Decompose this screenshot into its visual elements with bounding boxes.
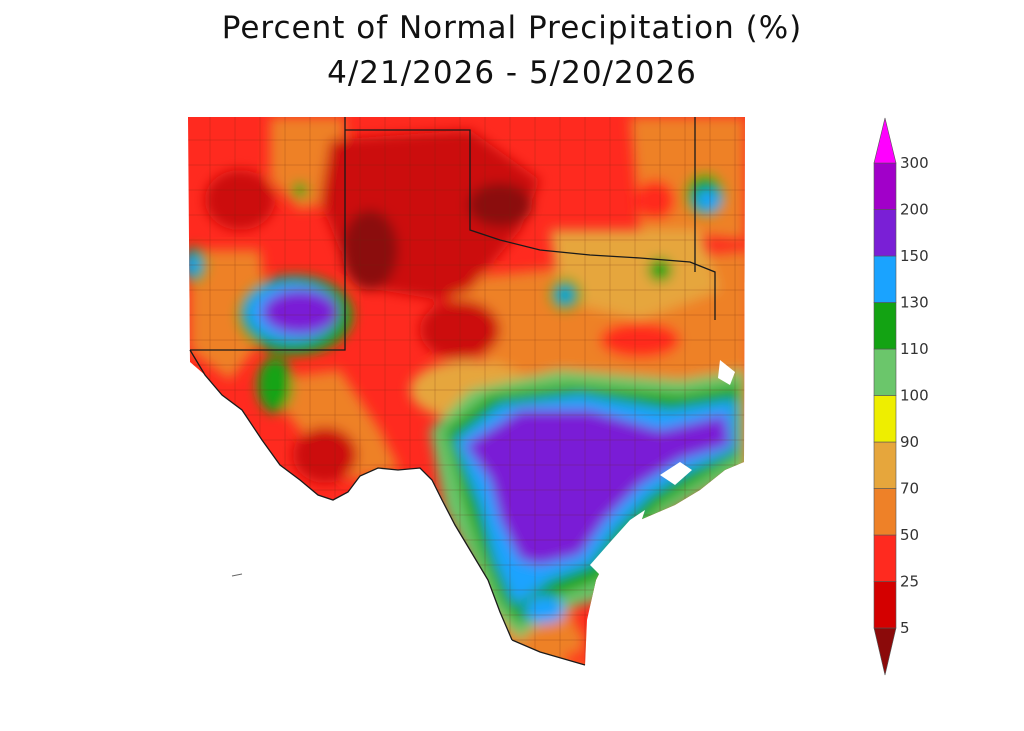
map-title: Percent of Normal Precipitation (%) (221, 10, 803, 46)
legend-segment (873, 302, 897, 350)
coastline-bays (500, 360, 735, 655)
legend-tick-label: 150 (900, 247, 929, 265)
legend-tick-label: 70 (900, 480, 919, 498)
state-boundaries (189, 117, 716, 666)
zone-200-south (465, 410, 730, 565)
zone-110-vertical (257, 357, 293, 413)
legend-tick-label: 100 (900, 387, 929, 405)
zone-150-midspot (558, 288, 572, 302)
legend-segment (873, 348, 897, 396)
legend-segment (873, 255, 897, 303)
legend-segment (873, 162, 897, 210)
legend-tick-label: 130 (900, 294, 929, 312)
legend-tick-label: 5 (900, 619, 910, 637)
legend-segment (873, 395, 897, 443)
legend-arrow-bottom (873, 627, 897, 676)
zone-25-big-bend (293, 427, 357, 483)
date-range: 4/21/2026 - 5/20/2026 (327, 55, 697, 91)
legend-arrow-top (873, 117, 897, 164)
texas-outline (189, 349, 586, 666)
legend-segment (873, 209, 897, 257)
island-fragment (231, 573, 243, 577)
legend-tick-label: 90 (900, 433, 919, 451)
legend-segment (873, 441, 897, 489)
legend-tick-label: 200 (900, 201, 929, 219)
zone-5-oklahoma (468, 183, 532, 227)
legend-tick-label: 300 (900, 154, 929, 172)
legend-tick-label: 50 (900, 526, 919, 544)
zone-5-panhandle (342, 210, 398, 290)
zone-70-trans-pecos (260, 370, 400, 480)
zone-150-ne (696, 190, 720, 210)
legend-segment (873, 488, 897, 536)
precip-field (188, 117, 745, 665)
legend-tick-label: 25 (900, 573, 919, 591)
zone-200-west (262, 290, 338, 334)
texas-panhandle-border (190, 117, 346, 351)
legend-tick-label: 110 (900, 340, 929, 358)
legend-segment (873, 534, 897, 582)
legend-segment (873, 581, 897, 629)
oklahoma-border (345, 129, 716, 320)
